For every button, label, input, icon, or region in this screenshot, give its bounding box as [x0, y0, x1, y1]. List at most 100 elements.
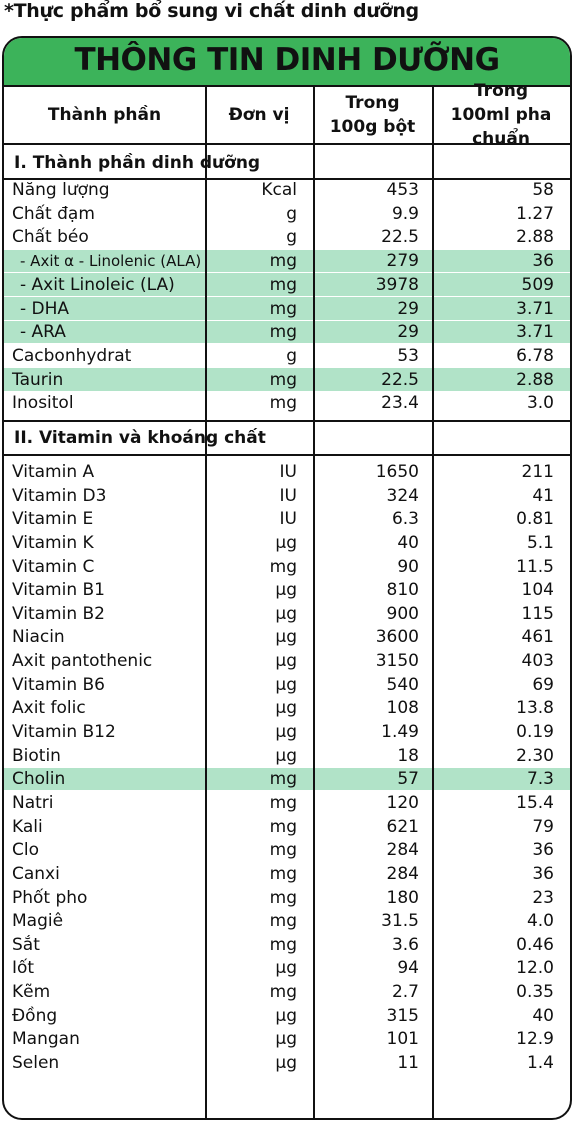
per-100g: 53	[397, 345, 419, 366]
per-100g: 2.7	[391, 982, 419, 1003]
per-100g: 453	[386, 180, 419, 200]
nutrient-name: Vitamin B2	[12, 603, 106, 624]
per-100g: 540	[386, 674, 419, 695]
per-100ml: 461	[521, 627, 554, 648]
per-100g: 810	[386, 580, 419, 601]
unit: mg	[269, 274, 297, 295]
nutrient-name: Vitamin C	[12, 556, 95, 577]
unit: IU	[279, 509, 297, 530]
per-100ml: 58	[532, 180, 554, 200]
per-100g: 23.4	[381, 393, 419, 414]
unit: mg	[269, 816, 297, 837]
per-100ml: 2.30	[516, 745, 554, 766]
unit: mg	[269, 840, 297, 861]
per-100ml: 1.27	[516, 203, 554, 224]
per-100ml: 6.78	[516, 345, 554, 366]
per-100ml: 13.8	[516, 698, 554, 719]
per-100g: 3150	[375, 651, 419, 672]
per-100ml: 0.19	[516, 722, 554, 743]
per-100ml: 3.0	[526, 393, 554, 414]
column-rule	[432, 87, 434, 1118]
row-highlight	[4, 320, 570, 344]
per-100ml: 23	[532, 887, 554, 908]
per-100ml: 69	[532, 674, 554, 695]
per-100g: 3978	[375, 274, 419, 295]
nutrient-name: Selen	[12, 1053, 60, 1073]
per-100ml: 40	[532, 1005, 554, 1026]
row-highlight	[4, 273, 570, 296]
header-cell: Thành phần	[47, 105, 162, 125]
unit: µg	[275, 722, 297, 743]
nutrient-name: - DHA	[20, 298, 70, 319]
unit: g	[286, 227, 297, 248]
nutrient-name: Vitamin B1	[12, 580, 106, 601]
header-rule	[4, 143, 570, 145]
per-100ml: 4.0	[526, 911, 554, 932]
unit: mg	[269, 887, 297, 908]
row-highlight	[4, 368, 570, 391]
per-100ml: 41	[532, 485, 554, 506]
per-100g: 621	[386, 816, 419, 837]
table-title: THÔNG TIN DINH DƯỠNG	[74, 42, 500, 78]
per-100ml: 211	[521, 462, 554, 482]
per-100g: 57	[397, 769, 419, 790]
title-band	[4, 38, 570, 87]
unit: µg	[275, 651, 297, 672]
nutrient-name: Clo	[12, 840, 39, 861]
per-100g: 101	[386, 1029, 419, 1050]
unit: mg	[269, 982, 297, 1003]
header-cell: Trong 100ml pha chuẩn	[450, 81, 552, 149]
per-100g: 94	[397, 958, 419, 979]
per-100ml: 3.71	[516, 322, 554, 343]
per-100g: 1650	[375, 462, 419, 482]
unit: µg	[275, 580, 297, 601]
per-100g: 90	[397, 556, 419, 577]
unit: mg	[269, 863, 297, 884]
per-100ml: 509	[521, 274, 554, 295]
per-100ml: 5.1	[526, 532, 554, 553]
per-100ml: 0.46	[516, 934, 554, 955]
nutrient-name: Taurin	[12, 369, 64, 390]
nutrient-name: Vitamin E	[12, 509, 94, 530]
unit: µg	[275, 532, 297, 553]
nutrient-name: Iốt	[12, 958, 35, 979]
unit: mg	[269, 322, 297, 343]
nutrient-name: Phốt pho	[12, 887, 88, 908]
nutrient-name: Mangan	[12, 1029, 80, 1050]
section-title: I. Thành phần dinh dưỡng	[14, 153, 261, 173]
per-100ml: 15.4	[516, 792, 554, 813]
per-100g: 3.6	[391, 934, 419, 955]
row-highlight	[4, 767, 570, 791]
per-100ml: 3.71	[516, 298, 554, 319]
per-100g: 29	[397, 322, 419, 343]
unit: mg	[269, 393, 297, 414]
unit: mg	[269, 792, 297, 813]
per-100g: 3600	[375, 627, 419, 648]
per-100g: 9.9	[391, 203, 419, 224]
nutrient-name: Axit folic	[12, 698, 86, 719]
unit: µg	[275, 698, 297, 719]
nutrient-name: Vitamin D3	[12, 485, 107, 506]
per-100g: 315	[386, 1005, 419, 1026]
column-rule	[205, 87, 207, 1118]
per-100g: 1.49	[381, 722, 419, 743]
unit: mg	[269, 934, 297, 955]
nutrient-name: - Axit α - Linolenic (ALA)	[20, 252, 202, 271]
unit: mg	[269, 769, 297, 790]
nutrient-name: Kali	[12, 816, 43, 837]
per-100ml: 12.0	[516, 958, 554, 979]
per-100ml: 1.4	[526, 1053, 554, 1073]
unit: µg	[275, 627, 297, 648]
unit: mg	[269, 251, 297, 272]
nutrient-name: Vitamin B12	[12, 722, 116, 743]
unit: mg	[269, 298, 297, 319]
nutrient-name: Cholin	[12, 769, 66, 790]
nutrient-name: Sắt	[12, 934, 40, 955]
per-100ml: 7.3	[526, 769, 554, 790]
per-100ml: 36	[532, 251, 554, 272]
per-100g: 22.5	[381, 369, 419, 390]
nutrient-name: Năng lượng	[12, 180, 110, 200]
nutrient-name: Niacin	[12, 627, 65, 648]
unit: mg	[269, 556, 297, 577]
unit: Kcal	[261, 180, 297, 200]
